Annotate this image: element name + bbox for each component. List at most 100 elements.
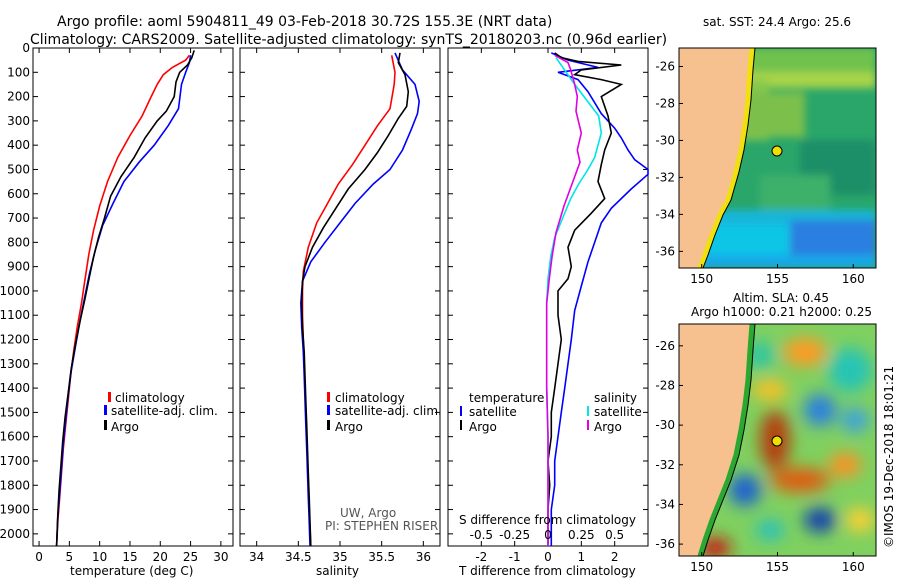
map-y-tick-label: -32 xyxy=(655,458,675,472)
x-tick-label: 10 xyxy=(92,550,107,564)
legend-t-argo-label: Argo xyxy=(469,420,497,434)
map-y-tick-label: -36 xyxy=(655,537,675,551)
map-x-tick-label: 155 xyxy=(766,560,789,574)
temperature-legend: climatology satellite-adj. clim. Argo xyxy=(104,391,218,434)
y-tick-label: 900 xyxy=(7,260,30,274)
y-tick-label: 1200 xyxy=(0,333,30,347)
salinity-panel: 34 34.5 35 35.5 36 salinity climatology sate… xyxy=(239,47,442,578)
salinity-xlabel: salinity xyxy=(316,564,359,578)
t-diff-xlabel: T difference from climatology xyxy=(458,564,636,578)
map-x-tick-label: 160 xyxy=(842,272,865,286)
x-tick-label: 0 xyxy=(544,550,552,564)
y-tick-label: 1500 xyxy=(0,405,30,419)
sla-argo-marker xyxy=(771,435,783,447)
copyright-footer: ©IMOS 19-Dec-2018 18:01:21 xyxy=(882,366,896,548)
legend-climatology-swatch xyxy=(108,392,111,402)
series-line-satellite-adj-clim- xyxy=(299,52,421,547)
y-tick-label: 700 xyxy=(7,211,30,225)
legend-satellite-swatch xyxy=(104,405,107,415)
pi-line1: UW, Argo xyxy=(340,506,396,520)
y-tick-label: 1900 xyxy=(0,503,30,517)
legend-satellite-swatch xyxy=(327,405,330,415)
s-tick-label: 0.5 xyxy=(605,528,624,542)
difference-panel: -2 -1 0 1 2 T difference from climatology S … xyxy=(447,47,649,578)
temperature-xlabel: temperature (deg C) xyxy=(70,564,193,578)
series-line-t-satellite xyxy=(550,52,649,546)
series-line-argo xyxy=(55,50,195,547)
x-tick-label: -1 xyxy=(509,550,521,564)
map-x-tick-label: 150 xyxy=(690,560,713,574)
map-y-tick-label: -28 xyxy=(655,96,675,110)
series-line-t-argo xyxy=(547,52,624,546)
legend-s-argo-label: Argo xyxy=(594,420,622,434)
legend-salinity-heading: salinity xyxy=(594,391,637,405)
y-tick-label: 600 xyxy=(7,187,30,201)
map-y-tick-label: -30 xyxy=(655,133,675,147)
map-y-tick-label: -32 xyxy=(655,170,675,184)
series-line-argo xyxy=(300,52,410,547)
map-y-tick-label: -34 xyxy=(655,497,675,511)
y-tick-label: 1100 xyxy=(0,308,30,322)
legend-climatology-label: climatology xyxy=(115,391,185,405)
y-tick-label: 1700 xyxy=(0,454,30,468)
legend-climatology-swatch xyxy=(327,392,330,402)
salinity-frame xyxy=(239,47,441,547)
y-tick-label: 1600 xyxy=(0,430,30,444)
y-tick-label: 300 xyxy=(7,114,30,128)
salinity-legend: climatology satellite-adj. clim. Argo xyxy=(327,391,442,434)
x-tick-label: 0 xyxy=(35,550,43,564)
sst-title: sat. SST: 24.4 Argo: 25.6 xyxy=(703,15,851,29)
pi-line2: PI: STEPHEN RISER xyxy=(325,519,438,533)
map-y-tick-label: -30 xyxy=(655,418,675,432)
x-tick-label: 1 xyxy=(578,550,586,564)
legend-s-argo-swatch xyxy=(587,420,589,430)
series-line-climatology xyxy=(301,55,396,547)
s-tick-label: -0.25 xyxy=(499,528,530,542)
x-tick-label: 20 xyxy=(153,550,168,564)
map-y-tick-label: -26 xyxy=(655,59,675,73)
legend-satellite-label: satellite-adj. clim. xyxy=(111,404,218,418)
header-line2: Climatology: CARS2009. Satellite-adjuste… xyxy=(30,32,667,48)
x-tick-label: 5 xyxy=(66,550,74,564)
series-line-satellite-adj-clim- xyxy=(55,55,192,547)
x-tick-label: -2 xyxy=(475,550,487,564)
y-tick-label: 0 xyxy=(22,41,30,55)
legend-t-sat-label: satellite xyxy=(469,405,517,419)
x-tick-label: 35.5 xyxy=(368,550,395,564)
legend-argo-label: Argo xyxy=(111,420,139,434)
map-x-tick-label: 155 xyxy=(766,272,789,286)
map-y-tick-label: -36 xyxy=(655,244,675,258)
x-tick-label: 35 xyxy=(332,550,347,564)
sst-land xyxy=(679,48,752,268)
y-tick-label: 500 xyxy=(7,162,30,176)
s-tick-label: -0.5 xyxy=(470,528,493,542)
y-tick-label: 400 xyxy=(7,138,30,152)
s-diff-label: S difference from climatology xyxy=(459,513,636,527)
sst-argo-marker xyxy=(771,145,783,157)
x-tick-label: 2 xyxy=(611,550,619,564)
legend-climatology-label: climatology xyxy=(335,391,405,405)
s-tick-label: 0 xyxy=(544,528,552,542)
difference-legend: temperature satellite Argo salinity sate… xyxy=(460,391,642,434)
x-tick-label: 25 xyxy=(183,550,198,564)
y-tick-label: 1800 xyxy=(0,478,30,492)
sla-title2: Argo h1000: 0.21 h2000: 0.25 xyxy=(691,305,872,319)
x-tick-label: 30 xyxy=(213,550,228,564)
sla-field xyxy=(679,324,876,556)
y-tick-label: 800 xyxy=(7,235,30,249)
map-x-tick-label: 160 xyxy=(842,560,865,574)
header-line1: Argo profile: aoml 5904811_49 03-Feb-201… xyxy=(57,14,552,30)
y-tick-label: 100 xyxy=(7,65,30,79)
series-line-s-argo xyxy=(545,54,583,546)
y-tick-label: 1300 xyxy=(0,357,30,371)
series-line-climatology xyxy=(55,54,191,547)
map-y-tick-label: -34 xyxy=(655,207,675,221)
legend-s-sat-swatch xyxy=(587,406,589,416)
sla-land xyxy=(679,324,752,556)
y-tick-label: 2000 xyxy=(0,527,30,541)
temperature-panel: 0100200300400500600700800900100011001200… xyxy=(0,41,234,578)
sst-field xyxy=(679,48,876,268)
y-tick-label: 200 xyxy=(7,90,30,104)
s-tick-label: 0.25 xyxy=(568,528,595,542)
